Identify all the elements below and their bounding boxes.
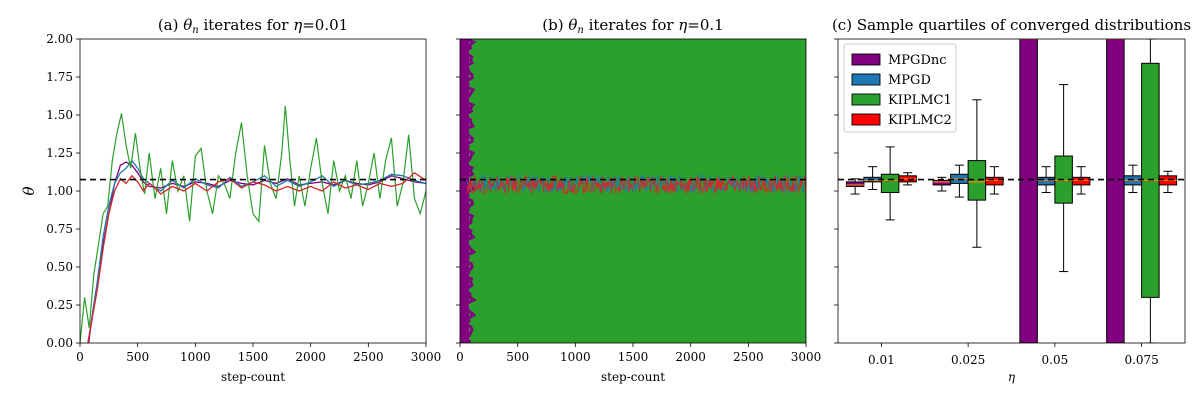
axes-frame [79,38,427,344]
y-tick-label: 1.25 [46,146,73,160]
box-mpgdnc [932,176,952,192]
box-body [932,179,952,186]
series-band [460,39,470,343]
panel-title: (a) θn iterates for η=0.01 [158,16,348,36]
x-tick-label: 0.05 [1042,353,1069,367]
legend-label: MPGDnc [888,53,947,68]
legend-label: MPGD [888,73,931,88]
box-kiplmc2 [1158,170,1178,194]
x-tick-label: 2500 [353,350,384,364]
y-tick-label: 1.75 [46,70,73,84]
title-subscript: n [192,25,198,36]
x-tick-label: 1000 [180,350,211,364]
legend-swatch [851,113,881,126]
x-tick-label: 1500 [618,350,649,364]
x-tick-label: 0 [456,350,464,364]
box-body [1106,39,1125,343]
x-tick-label: 0 [76,350,84,364]
title-mid: iterates for [199,16,293,34]
x-axis-label: step-count [221,370,285,384]
box-mpgd [950,164,969,198]
box-body [1019,39,1038,343]
x-axis-label: step-count [601,370,665,384]
panel-c-plot [845,39,1178,343]
title-suffix: =0.1 [687,16,723,34]
title-suffix: =0.01 [302,16,348,34]
y-tick-label: 0.00 [46,336,73,350]
panel-title: (c) Sample quartiles of converged distri… [832,16,1191,34]
x-tick-label: 0.025 [951,353,985,367]
panel-title: (b) θn iterates for η=0.1 [542,16,723,36]
box-kiplmc1 [1141,39,1160,343]
box-body [880,173,900,194]
x-tick-label: 500 [126,350,149,364]
box-kiplmc1 [967,99,987,248]
box-kiplmc1 [1054,84,1073,273]
x-tick-label: 2000 [675,350,706,364]
y-tick-label: 1.00 [46,184,73,198]
x-tick-label: 1000 [560,350,591,364]
y-tick-label: 0.25 [46,298,73,312]
box-mpgdnc [1019,39,1038,343]
box-body [845,181,865,187]
x-tick-label: 3000 [791,350,822,364]
y-tick-label: 0.50 [46,260,73,274]
box-kiplmc1 [880,146,900,221]
box-mpgdnc [1106,39,1125,343]
title-subscript: n [577,25,583,36]
legend [843,43,957,133]
x-tick-label: 3000 [411,350,442,364]
x-axis-label: η [1008,370,1016,384]
y-tick-label: 1.50 [46,108,73,122]
title-symbol: θ [568,16,577,34]
series-line [466,174,806,196]
legend-label: KIPLMC2 [888,113,952,128]
box-mpgdnc [845,178,865,195]
x-tick-label: 0.01 [868,353,895,367]
title-symbol: θ [183,16,192,34]
y-tick-label: 0.75 [46,222,73,236]
x-tick-label: 0.075 [1124,353,1158,367]
box-mpgd [863,166,882,190]
series-band [469,39,806,343]
legend-label: KIPLMC1 [888,93,952,108]
title-mid: iterates for [584,16,678,34]
x-tick-label: 500 [506,350,529,364]
y-tick-label: 2.00 [46,32,73,46]
x-tick-label: 1500 [238,350,269,364]
legend-swatch [851,73,881,86]
series-band-edge [461,39,477,343]
title-eta: η [293,16,302,34]
box-body [1071,176,1091,186]
panel-b-plot [460,39,806,343]
legend-swatch [851,53,881,66]
box-body [1036,176,1056,186]
box-body [985,176,1004,186]
legend-swatch [851,93,881,106]
title-prefix: (a) [158,16,183,34]
series-line [80,105,426,343]
x-tick-label: 2000 [295,350,326,364]
y-axis-label: θ [20,186,38,195]
title-eta: η [678,16,687,34]
title-prefix: (b) [542,16,568,34]
x-tick-label: 2500 [733,350,764,364]
